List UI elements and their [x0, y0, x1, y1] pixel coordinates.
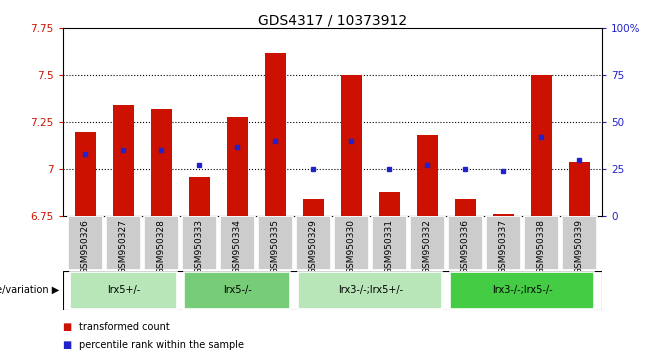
- FancyBboxPatch shape: [144, 217, 179, 270]
- FancyBboxPatch shape: [448, 217, 483, 270]
- Text: GSM950336: GSM950336: [461, 219, 470, 274]
- Bar: [227, 116, 248, 216]
- FancyBboxPatch shape: [450, 272, 594, 309]
- Bar: [303, 199, 324, 216]
- Bar: [379, 192, 400, 216]
- Text: ■: ■: [63, 340, 72, 350]
- Text: ■: ■: [63, 322, 72, 332]
- Bar: [455, 199, 476, 216]
- FancyBboxPatch shape: [486, 217, 520, 270]
- Text: GSM950329: GSM950329: [309, 219, 318, 274]
- Text: lrx3-/-;lrx5+/-: lrx3-/-;lrx5+/-: [338, 285, 403, 295]
- Bar: [113, 105, 134, 216]
- Text: lrx5-/-: lrx5-/-: [223, 285, 251, 295]
- FancyBboxPatch shape: [106, 217, 141, 270]
- FancyBboxPatch shape: [372, 217, 407, 270]
- FancyBboxPatch shape: [334, 217, 368, 270]
- Text: GSM950328: GSM950328: [157, 219, 166, 274]
- Text: GSM950326: GSM950326: [81, 219, 89, 274]
- Text: GSM950339: GSM950339: [575, 219, 584, 274]
- FancyBboxPatch shape: [524, 217, 559, 270]
- FancyBboxPatch shape: [70, 272, 176, 309]
- FancyBboxPatch shape: [184, 272, 290, 309]
- FancyBboxPatch shape: [410, 217, 445, 270]
- Bar: [189, 177, 210, 216]
- Bar: [75, 132, 96, 216]
- FancyBboxPatch shape: [63, 271, 602, 310]
- Bar: [265, 53, 286, 216]
- Bar: [151, 109, 172, 216]
- Text: GSM950337: GSM950337: [499, 219, 508, 274]
- Bar: [569, 161, 590, 216]
- Text: GSM950327: GSM950327: [119, 219, 128, 274]
- Text: lrx5+/-: lrx5+/-: [107, 285, 140, 295]
- Text: GSM950333: GSM950333: [195, 219, 204, 274]
- Bar: [531, 75, 551, 216]
- Text: lrx3-/-;lrx5-/-: lrx3-/-;lrx5-/-: [492, 285, 553, 295]
- Text: GSM950330: GSM950330: [347, 219, 356, 274]
- Bar: [417, 135, 438, 216]
- Text: GSM950338: GSM950338: [537, 219, 545, 274]
- FancyBboxPatch shape: [182, 217, 216, 270]
- Text: transformed count: transformed count: [79, 322, 170, 332]
- FancyBboxPatch shape: [68, 217, 103, 270]
- Text: GSM950335: GSM950335: [271, 219, 280, 274]
- FancyBboxPatch shape: [258, 217, 293, 270]
- Title: GDS4317 / 10373912: GDS4317 / 10373912: [258, 13, 407, 27]
- FancyBboxPatch shape: [296, 217, 331, 270]
- Text: GSM950334: GSM950334: [233, 219, 241, 274]
- Bar: [493, 214, 514, 216]
- FancyBboxPatch shape: [562, 217, 597, 270]
- FancyBboxPatch shape: [220, 217, 255, 270]
- Text: percentile rank within the sample: percentile rank within the sample: [79, 340, 244, 350]
- Bar: [341, 75, 362, 216]
- Text: GSM950331: GSM950331: [385, 219, 393, 274]
- Text: GSM950332: GSM950332: [423, 219, 432, 274]
- FancyBboxPatch shape: [298, 272, 442, 309]
- Text: genotype/variation ▶: genotype/variation ▶: [0, 285, 59, 295]
